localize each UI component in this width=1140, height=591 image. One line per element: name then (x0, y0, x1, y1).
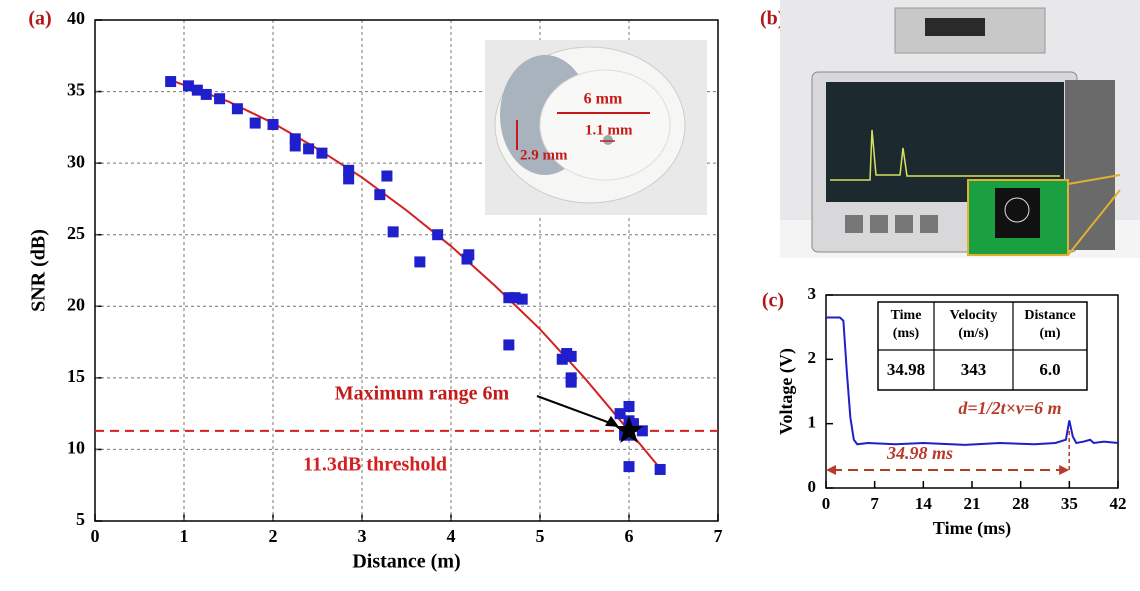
x-tick-label: 14 (915, 494, 933, 513)
arrow-head (1059, 465, 1069, 475)
data-point (566, 377, 577, 388)
table-cell: 6.0 (1039, 360, 1060, 379)
y-tick-label: 0 (808, 477, 817, 496)
x-tick-label: 0 (91, 526, 100, 546)
threshold-label: 11.3dB threshold (303, 454, 447, 476)
y-tick-label: 1 (808, 413, 817, 432)
x-tick-label: 3 (358, 526, 367, 546)
x-tick-label: 7 (870, 494, 879, 513)
x-tick-label: 7 (714, 526, 723, 546)
x-tick-label: 28 (1012, 494, 1029, 513)
panel-label: (a) (28, 8, 51, 30)
inset-label: 6 mm (584, 91, 623, 108)
data-point (655, 464, 666, 475)
inset-label: 1.1 mm (585, 122, 633, 138)
y-tick-label: 20 (67, 294, 85, 314)
data-point (165, 76, 176, 87)
y-tick-label: 3 (808, 284, 817, 303)
y-tick-label: 5 (76, 509, 85, 529)
max-range-label: Maximum range 6m (335, 383, 510, 405)
y-tick-label: 30 (67, 151, 85, 171)
y-axis-label: SNR (dB) (28, 229, 50, 312)
data-point (388, 226, 399, 237)
x-tick-label: 5 (536, 526, 545, 546)
data-point (374, 189, 385, 200)
data-point (290, 140, 301, 151)
y-tick-label: 35 (67, 80, 85, 100)
y-tick-label: 40 (67, 8, 85, 28)
table-header-line: (m) (1040, 326, 1061, 341)
data-point (432, 229, 443, 240)
x-tick-label: 21 (964, 494, 981, 513)
data-point (381, 171, 392, 182)
x-tick-label: 42 (1110, 494, 1127, 513)
photo (780, 0, 1140, 258)
arrow-head (826, 465, 836, 475)
interval-label: 34.98 ms (886, 443, 953, 463)
table-header-line: Time (891, 308, 922, 323)
data-point (503, 339, 514, 350)
x-axis-label: Time (ms) (933, 518, 1011, 539)
x-tick-label: 4 (447, 526, 456, 546)
table-header-line: Velocity (950, 308, 998, 323)
data-point (624, 401, 635, 412)
table-header-line: (m/s) (958, 326, 989, 341)
data-point (414, 256, 425, 267)
data-point (250, 118, 261, 129)
x-tick-label: 35 (1061, 494, 1078, 513)
data-point (268, 119, 279, 130)
y-axis-label: Voltage (V) (776, 348, 797, 435)
table-cell: 34.98 (887, 360, 925, 379)
table-header-line: Distance (1024, 308, 1075, 323)
data-point (517, 294, 528, 305)
data-point (316, 148, 327, 159)
x-tick-label: 2 (269, 526, 278, 546)
table-header-line: (ms) (893, 326, 920, 341)
y-tick-label: 2 (808, 348, 817, 367)
data-point (463, 249, 474, 260)
panel-label: (c) (762, 290, 784, 312)
x-tick-label: 6 (625, 526, 634, 546)
data-point (303, 143, 314, 154)
data-point (201, 89, 212, 100)
y-tick-label: 10 (67, 438, 85, 458)
inset-photo: 6 mm 1.1 mm 2.9 mm (485, 40, 707, 215)
x-tick-label: 1 (180, 526, 189, 546)
y-tick-label: 15 (67, 366, 85, 386)
data-point (624, 461, 635, 472)
inset-label: 2.9 mm (520, 147, 568, 163)
data-point (566, 351, 577, 362)
data-point (214, 93, 225, 104)
figure: (b) (a)01234567510152025303540Distance (… (0, 0, 1140, 586)
y-tick-label: 25 (67, 223, 85, 243)
data-point (343, 173, 354, 184)
x-axis-label: Distance (m) (352, 551, 460, 573)
x-tick-label: 0 (822, 494, 831, 513)
table-cell: 343 (961, 360, 987, 379)
formula-label: d=1/2t×v=6 m (958, 398, 1061, 418)
data-point (232, 103, 243, 114)
